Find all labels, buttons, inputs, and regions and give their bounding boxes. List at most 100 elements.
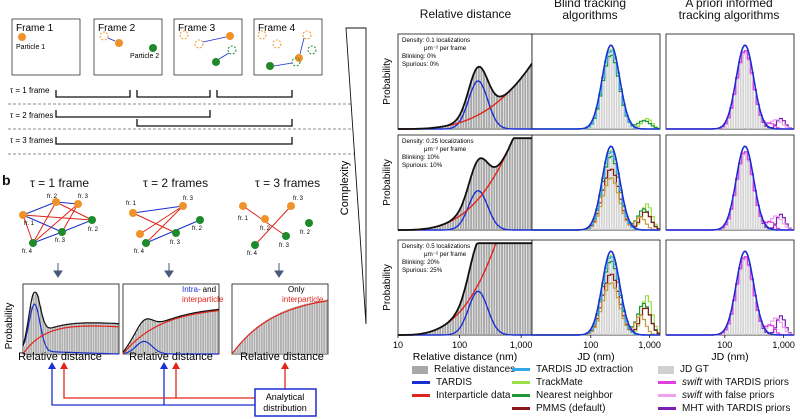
curve (22, 303, 120, 355)
hist-bar (495, 166, 498, 230)
hist-bar (211, 309, 214, 354)
hist-bar (467, 272, 470, 335)
curve (22, 291, 119, 347)
svg-text:fr. 4: fr. 4 (247, 251, 258, 257)
hist-bar (296, 305, 299, 354)
hist-bar (591, 122, 593, 129)
svg-text:fr. 2: fr. 2 (300, 230, 311, 236)
annotation-intra: Intra-and (182, 285, 216, 294)
hist-bar (428, 331, 431, 335)
mini-chart-tau3 (231, 283, 329, 355)
hist-bar (465, 97, 467, 129)
hist-bar (434, 226, 437, 230)
legend-label: Interparticle data (436, 390, 511, 401)
hist-bar (521, 243, 524, 335)
legend-label: TARDIS (436, 377, 472, 388)
legend: Relative distances TARDIS Interparticle da… (404, 362, 800, 419)
hist-bar (727, 323, 730, 335)
hist-bar (600, 84, 603, 129)
hist-bar (503, 94, 506, 129)
hist-bar (744, 50, 747, 129)
hist-bar (258, 325, 261, 354)
hist-bar (284, 310, 287, 354)
hist-bar (477, 158, 480, 230)
hist-bar (92, 322, 95, 354)
bracket (136, 90, 211, 98)
particle-green-dot (266, 62, 274, 70)
hist-bar (725, 223, 727, 230)
hist-bar (475, 68, 478, 129)
hist-bar (27, 321, 30, 354)
hist-bar (503, 243, 506, 335)
hist-bar (508, 243, 511, 335)
panel-r2-c3 (665, 134, 795, 231)
bracket (55, 110, 211, 118)
svg-text:fr. 4: fr. 4 (134, 249, 145, 255)
tau-3-label: τ = 3 frames (10, 136, 53, 145)
network-tau3: fr. 1 fr. 3 fr. 2 fr. 2 fr. 3 fr. 4 (238, 196, 313, 257)
hist-bar (90, 322, 93, 354)
hist-bar (762, 222, 764, 230)
hist-bar (516, 138, 519, 230)
hist-bar (192, 312, 195, 354)
hist-bar (462, 200, 465, 230)
hist-bar (439, 126, 442, 129)
hist-bar (462, 105, 465, 129)
hist-bar (130, 341, 133, 354)
probability-ylabel: Probability (382, 159, 393, 206)
hist-bar (452, 316, 455, 335)
legend-swatch (658, 394, 676, 397)
hist-bar (618, 81, 620, 129)
legend-swatch (658, 365, 674, 374)
hist-bar (610, 256, 613, 335)
hist-bar (178, 316, 181, 354)
hist-bar (754, 95, 757, 129)
hist-bar (87, 322, 90, 354)
motion-arrow (107, 37, 116, 42)
col-title-relative: Relative distance (419, 7, 512, 21)
hist-bar (620, 301, 623, 335)
hist-bar (209, 310, 212, 354)
hist-bar (199, 311, 202, 354)
legend-item: Interparticle data (412, 390, 511, 401)
hist-bar (764, 226, 767, 230)
annotation-inter: interparticle (182, 295, 224, 304)
svg-text:fr. 3: fr. 3 (183, 196, 194, 202)
hist-bar (446, 125, 449, 129)
svg-text:fr. 2: fr. 2 (88, 227, 99, 233)
hist-bar (508, 90, 511, 129)
panel-text: Spurious: 25% (402, 267, 443, 274)
hist-bar (207, 310, 209, 354)
hist-bar (490, 89, 493, 129)
hist-bar (506, 150, 509, 230)
hist-bar (737, 276, 740, 335)
hist-bar (54, 326, 57, 354)
hist-bar (596, 314, 598, 335)
hist-bar (301, 304, 304, 354)
panel-b-label: b (2, 172, 11, 188)
hist-bar (511, 87, 514, 129)
hist-bar (757, 208, 759, 230)
hist-bar (311, 302, 314, 354)
hist-bar (280, 312, 282, 354)
panel-text: Density: 0.5 localizations (402, 243, 470, 250)
curve (231, 300, 329, 355)
hist-bar (234, 349, 237, 354)
hist-bar (214, 309, 217, 354)
hist-bar (78, 323, 81, 354)
hist-bar (180, 315, 183, 354)
hist-bar (603, 171, 606, 230)
motion-arrow (202, 36, 227, 43)
curve (122, 340, 219, 355)
hist-bar (529, 243, 532, 335)
tau-b1-title: τ = 1 frame (30, 176, 90, 190)
hist-bar (144, 319, 147, 354)
hist-bar (519, 138, 522, 230)
hist-bar (275, 314, 278, 354)
complexity-label: Complexity (339, 160, 351, 215)
hist-bar (501, 96, 504, 129)
hist-bar (423, 333, 426, 335)
hist-bar (436, 328, 439, 335)
x-axis-label: JD (nm) (711, 351, 748, 363)
